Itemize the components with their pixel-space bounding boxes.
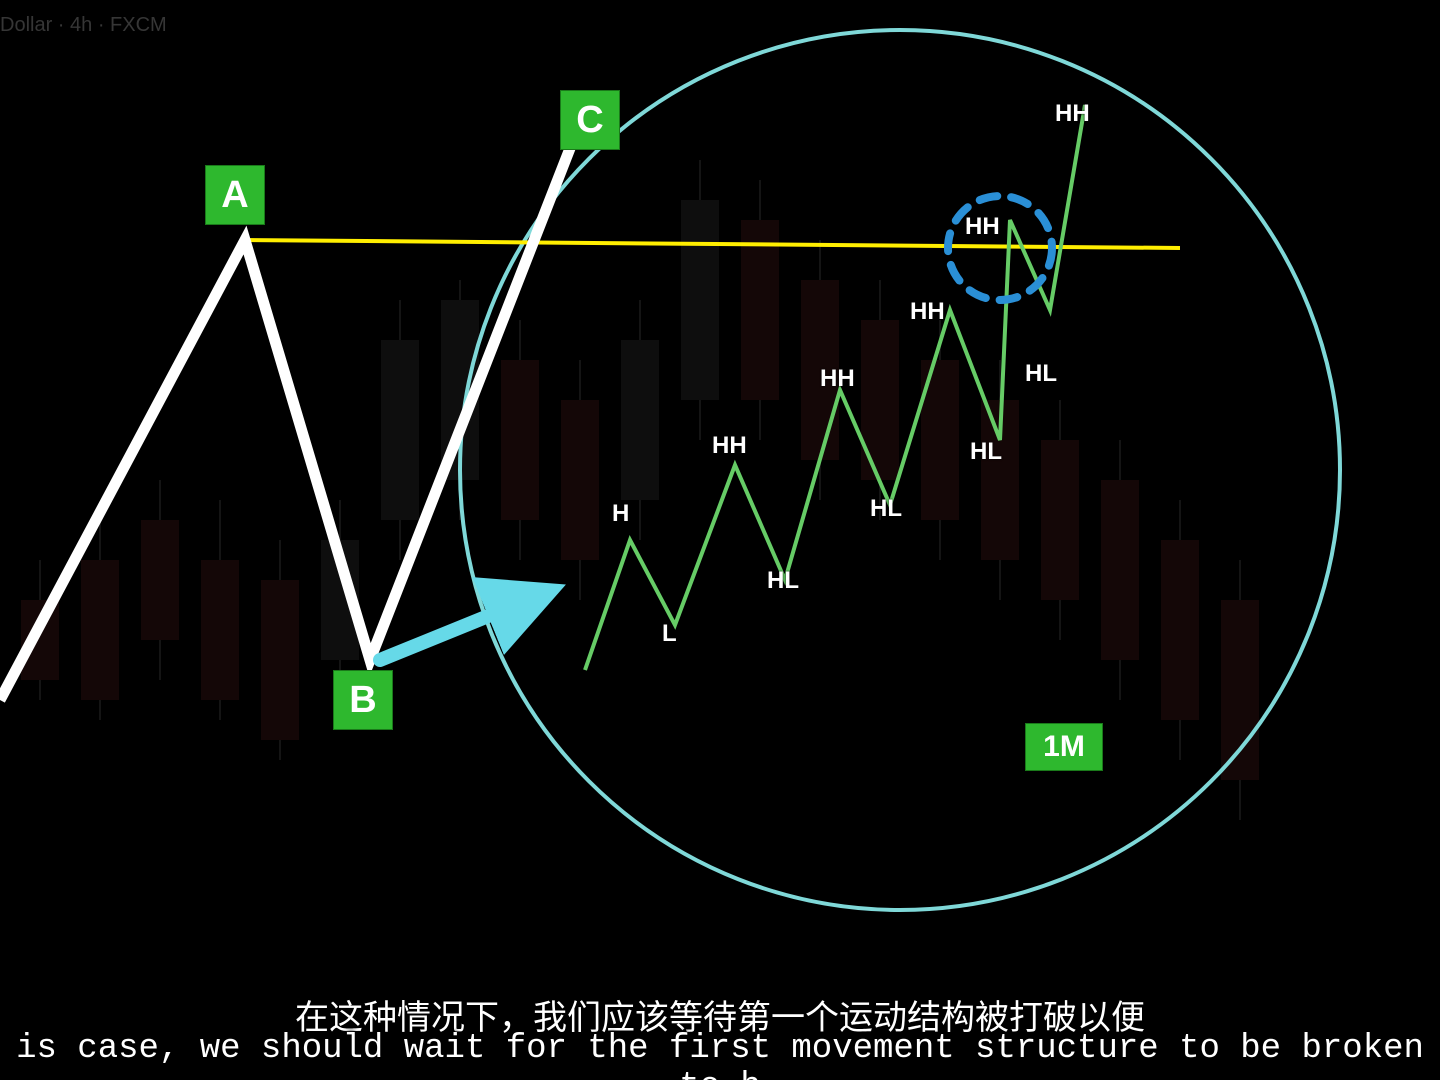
price-label: L [662,620,677,648]
annotation-layer [0,0,1440,1080]
resistance-line [245,240,1180,248]
price-label: HL [970,438,1002,466]
price-label: HL [1025,360,1057,388]
price-label: HL [767,567,799,595]
price-label: HH [1055,100,1090,128]
chart-watermark: Dollar · 4h · FXCM [0,14,167,37]
box-label-c: C [560,90,620,150]
zoom-arrow [380,595,540,660]
price-label: H [612,500,629,528]
price-label: HH [820,365,855,393]
price-label: HH [712,432,747,460]
price-label: HH [965,213,1000,241]
box-label-1m: 1M [1025,723,1103,771]
box-label-a: A [205,165,265,225]
price-label: HH [910,298,945,326]
subtitle-english: is case, we should wait for the first mo… [0,1030,1440,1080]
price-label: HL [870,495,902,523]
chart-stage: Dollar · 4h · FXCM ABC1M HLHHHLHHHLHHHLH… [0,0,1440,1080]
box-label-b: B [333,670,393,730]
